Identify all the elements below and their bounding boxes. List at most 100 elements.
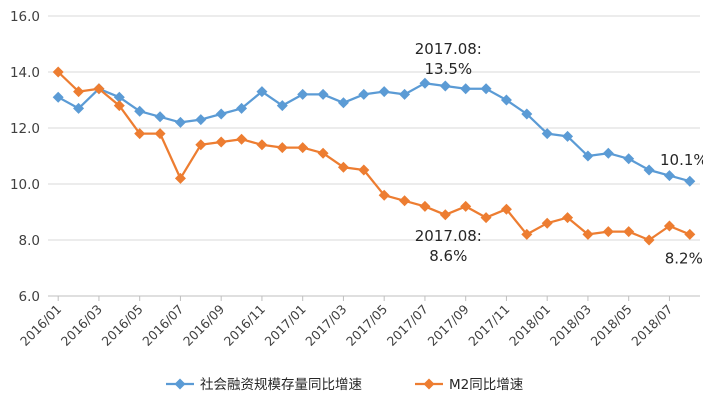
x-tick-label: 2016/07	[139, 302, 186, 349]
annotations: 2017.08: 13.5% 10.1% 2017.08: 8.6% 8.2%	[415, 40, 703, 267]
data-point	[623, 153, 635, 165]
data-point	[174, 172, 186, 184]
data-point	[643, 164, 655, 176]
data-point	[73, 102, 85, 114]
data-point	[623, 226, 635, 238]
data-point	[276, 100, 288, 112]
data-point	[500, 203, 512, 215]
x-tick-label: 2018/03	[547, 302, 594, 349]
y-axis-ticks: 6.0 8.0 10.0 12.0 14.0 16.0	[10, 9, 40, 305]
x-tick-label: 2018/07	[628, 302, 675, 349]
legend-label: 社会融资规模存量同比增速	[200, 377, 362, 393]
data-point	[93, 83, 105, 95]
data-point	[663, 170, 675, 182]
data-point	[562, 212, 574, 224]
data-point	[521, 228, 533, 240]
x-axis-ticks: 2016/012016/032016/052016/072016/092016/…	[17, 296, 676, 349]
x-tick-label: 2016/03	[58, 302, 105, 349]
data-point	[419, 77, 431, 89]
data-point	[154, 128, 166, 140]
x-tick-label: 2017/11	[465, 302, 512, 349]
annotation-label: 10.1%	[660, 151, 703, 169]
annotation-label: 2017.08:	[415, 40, 482, 58]
x-tick-label: 2018/01	[506, 302, 553, 349]
annotation-label: 13.5%	[424, 60, 472, 78]
data-point	[602, 226, 614, 238]
gridlines	[48, 15, 700, 297]
data-point	[317, 147, 329, 159]
y-tick-label: 14.0	[10, 65, 40, 81]
y-tick-label: 8.0	[19, 233, 40, 249]
legend-item: M2同比增速	[415, 377, 523, 393]
data-point	[174, 116, 186, 128]
data-point	[52, 66, 64, 78]
x-tick-label: 2016/09	[180, 301, 227, 348]
y-tick-label: 6.0	[19, 289, 40, 305]
data-point	[582, 150, 594, 162]
data-point	[317, 88, 329, 100]
data-point	[73, 86, 85, 98]
legend: 社会融资规模存量同比增速 M2同比增速	[166, 377, 523, 393]
x-tick-label: 2017/09	[424, 301, 471, 348]
data-point	[113, 100, 125, 112]
data-point	[541, 128, 553, 140]
legend-marker	[423, 378, 435, 390]
x-tick-label: 2018/05	[587, 302, 634, 349]
x-tick-label: 2017/05	[343, 302, 390, 349]
annotation-label: 8.6%	[429, 247, 467, 265]
data-point	[541, 217, 553, 229]
data-point	[562, 130, 574, 142]
data-point	[195, 139, 207, 151]
data-point	[337, 97, 349, 109]
data-point	[215, 136, 227, 148]
data-point	[236, 102, 248, 114]
data-point	[399, 195, 411, 207]
data-point	[297, 88, 309, 100]
data-point	[113, 91, 125, 103]
data-point	[419, 200, 431, 212]
data-point	[378, 86, 390, 98]
data-point	[154, 111, 166, 123]
x-tick-label: 2017/07	[384, 302, 431, 349]
legend-marker	[174, 378, 186, 390]
y-tick-label: 10.0	[10, 177, 40, 193]
annotation-label: 8.2%	[665, 249, 703, 267]
x-tick-label: 2017/01	[261, 302, 308, 349]
data-point	[195, 114, 207, 126]
data-point	[134, 105, 146, 117]
data-point	[215, 108, 227, 120]
data-point	[399, 88, 411, 100]
data-point	[134, 128, 146, 140]
data-point	[663, 220, 675, 232]
series-1	[52, 66, 696, 246]
legend-item: 社会融资规模存量同比增速	[166, 377, 362, 393]
series-0	[52, 77, 696, 187]
x-tick-label: 2016/01	[17, 302, 64, 349]
data-point	[276, 142, 288, 154]
y-tick-label: 12.0	[10, 121, 40, 137]
y-tick-label: 16.0	[10, 9, 40, 25]
data-point	[236, 133, 248, 145]
series	[52, 66, 696, 246]
data-point	[337, 161, 349, 173]
data-point	[256, 139, 268, 151]
data-point	[256, 86, 268, 98]
data-point	[500, 94, 512, 106]
data-point	[460, 83, 472, 95]
data-point	[297, 142, 309, 154]
series-line	[57, 82, 691, 183]
x-tick-label: 2017/03	[302, 302, 349, 349]
data-point	[602, 147, 614, 159]
data-point	[52, 91, 64, 103]
x-tick-label: 2016/11	[221, 302, 268, 349]
data-point	[684, 228, 696, 240]
data-point	[684, 175, 696, 187]
annotation-label: 2017.08:	[415, 227, 482, 245]
data-point	[521, 108, 533, 120]
data-point	[582, 228, 594, 240]
data-point	[439, 80, 451, 92]
data-point	[358, 164, 370, 176]
data-point	[480, 212, 492, 224]
data-point	[643, 234, 655, 246]
